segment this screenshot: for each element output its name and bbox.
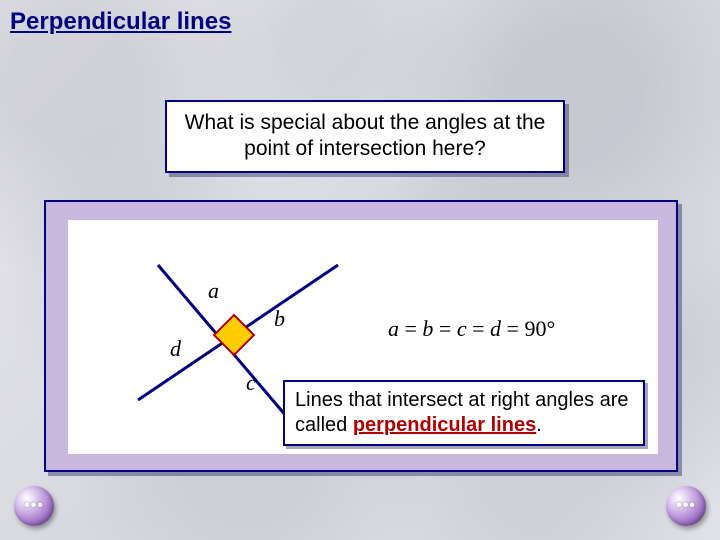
right-angle-marker xyxy=(214,315,254,355)
eq-var-d: d xyxy=(490,316,501,341)
definition-keyword: perpendicular lines xyxy=(353,414,536,436)
eq-var-c: c xyxy=(457,316,467,341)
next-button[interactable]: ••• xyxy=(666,486,706,526)
angle-label-d: d xyxy=(170,336,181,362)
prev-button[interactable]: ••• xyxy=(14,486,54,526)
angle-label-b: b xyxy=(274,306,285,332)
eq-var-b: b xyxy=(422,316,433,341)
equation-text: a = b = c = d = 90° xyxy=(388,316,555,342)
question-box: What is special about the angles at the … xyxy=(165,100,565,173)
definition-suffix: . xyxy=(536,414,542,436)
definition-box: Lines that intersect at right angles are… xyxy=(283,380,645,446)
diagram-panel: a b c d a = b = c = d = 90° Lines that i… xyxy=(44,200,678,472)
eq-unit: ° xyxy=(546,316,555,341)
angle-label-a: a xyxy=(208,278,219,304)
eq-value: 90 xyxy=(524,316,546,341)
question-text: What is special about the angles at the … xyxy=(185,111,546,160)
angle-label-c: c xyxy=(246,370,256,396)
eq-var-a: a xyxy=(388,316,399,341)
ellipsis-icon: ••• xyxy=(24,497,44,515)
ellipsis-icon: ••• xyxy=(676,497,696,515)
page-title: Perpendicular lines xyxy=(10,8,231,36)
diagram-canvas: a b c d a = b = c = d = 90° Lines that i… xyxy=(68,220,658,454)
